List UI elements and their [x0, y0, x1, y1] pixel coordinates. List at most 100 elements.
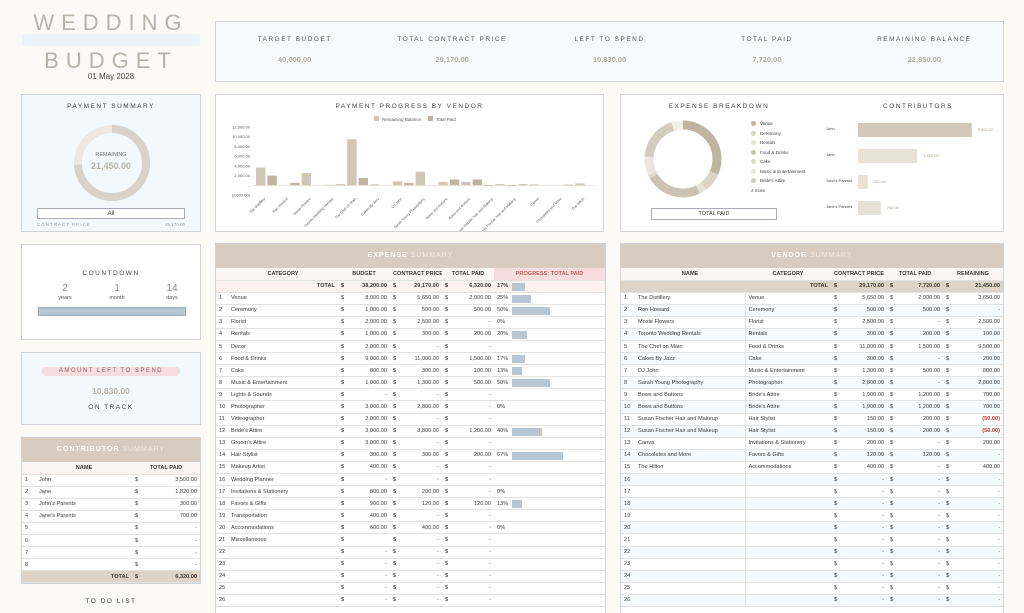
currency-symbol: $ — [943, 340, 954, 354]
vendor-name: The Chef on Main — [635, 340, 746, 354]
currency-symbol: $ — [887, 340, 898, 354]
contract-value: - — [400, 570, 443, 583]
progress-cell — [510, 437, 605, 450]
contributor-name — [36, 546, 132, 560]
legend-item: Cake — [751, 157, 821, 167]
vendor-category — [745, 570, 831, 583]
currency-symbol: $ — [831, 316, 841, 329]
percent-value — [494, 413, 511, 426]
total-value: 7,720.00 — [897, 280, 944, 293]
donut-slice — [644, 120, 722, 198]
progress-bar — [512, 306, 551, 315]
percent-value — [494, 461, 511, 475]
vendor-bar — [438, 181, 448, 186]
row-number: 1 — [216, 292, 228, 305]
currency-symbol: $ — [390, 376, 400, 390]
currency-symbol: $ — [831, 413, 841, 426]
y-tick-label: - — [249, 183, 251, 188]
table-row: 3 Moxie Flowers Florist $2,500.00 $ - $2,500.0… — [621, 316, 1003, 329]
contract-value: - — [841, 582, 888, 595]
countdown-days-label: days — [166, 295, 178, 301]
vendor-category — [745, 558, 831, 571]
legend-label: Remaining Balance — [382, 117, 422, 122]
breakdown-filter-select[interactable]: TOTAL PAID — [651, 208, 777, 220]
category-name: Decor — [228, 340, 338, 354]
budget-value: 8,000.00 — [348, 292, 390, 305]
vendor-name — [635, 497, 746, 511]
currency-symbol: $ — [943, 425, 954, 438]
currency-symbol: $ — [943, 413, 954, 426]
progress-cell — [510, 425, 605, 438]
table-row: 23 $ - $ - $ - — [621, 558, 1003, 571]
table-row: 2 Ceremony $1,000.00 $500.00 $500.00 50% — [216, 304, 605, 317]
vendor-bar — [358, 178, 368, 186]
total-value: 29,170.00 — [841, 280, 888, 293]
progress-cell — [510, 400, 605, 414]
currency-symbol: $ — [943, 437, 954, 450]
currency-symbol: $ — [338, 546, 348, 559]
category-name: Ceremony — [228, 304, 338, 317]
currency-symbol: $ — [338, 400, 348, 414]
currency-symbol: $ — [831, 497, 841, 511]
title-budget: BUDGET — [44, 48, 178, 73]
kpi-item: REMAINING BALANCE 22,850.00 — [846, 36, 1003, 81]
legend-dot — [751, 168, 756, 174]
payment-filter-select[interactable]: All — [37, 208, 185, 219]
x-tick-label: Moxie Flowers — [292, 197, 311, 216]
y-tick-label: 10,000.00 — [232, 134, 251, 139]
table-row: 1 John $3,500.00 — [22, 474, 200, 487]
row-number: 9 — [216, 388, 228, 402]
contract-value: - — [400, 582, 443, 595]
row-number: 5 — [621, 340, 635, 354]
contributors-title: CONTRIBUTORS — [883, 103, 953, 110]
percent-value — [494, 437, 511, 450]
currency-symbol: $ — [442, 473, 453, 487]
currency-symbol: $ — [831, 461, 841, 475]
vendor-bar — [461, 181, 471, 186]
currency-symbol: $ — [831, 437, 841, 450]
x-tick-label: DJ John — [391, 197, 403, 209]
vendor-category: Ceremony — [745, 304, 831, 317]
table-row: 2 Jane $1,820.00 — [22, 486, 200, 499]
vendor-name — [635, 546, 746, 559]
row-number: 24 — [621, 570, 635, 583]
currency-symbol: $ — [390, 400, 400, 414]
currency-symbol: $ — [338, 364, 348, 378]
vendor-category: Food & Drinks — [745, 340, 831, 354]
currency-symbol: $ — [390, 304, 400, 317]
currency-symbol: $ — [132, 498, 144, 511]
vendor-category: Hair Stylist — [745, 425, 831, 438]
table-row: 24 $ - $ - $ - — [621, 570, 1003, 583]
currency-symbol: $ — [338, 292, 348, 305]
currency-symbol: $ — [442, 546, 453, 559]
currency-symbol: $ — [887, 292, 898, 305]
col-paid: TOTAL PAID — [887, 268, 944, 281]
row-number: 18 — [216, 497, 228, 511]
contract-value: 29,170.00 — [400, 280, 443, 293]
col-category: CATEGORY — [745, 268, 831, 281]
kpi-label: TOTAL PAID — [741, 36, 793, 43]
table-row: 3 Florist $2,000.00 $2,500.00 $ -0% — [216, 316, 605, 329]
donut-center-value: 21,450.00 — [90, 161, 132, 171]
budget-value: - — [348, 473, 390, 487]
contributor-bar-label: John — [826, 126, 835, 131]
vendor-category: Photographer — [745, 376, 831, 390]
contributor-name: John — [36, 474, 132, 487]
currency-symbol: $ — [390, 533, 400, 547]
budget-value: 1,000.00 — [348, 304, 390, 317]
currency-symbol: $ — [442, 509, 453, 523]
contributor-bar-value: 1,820.00 — [923, 153, 939, 158]
left-to-spend-value: 10,830.00 — [92, 386, 130, 396]
progress-cell — [510, 292, 605, 305]
contract-value: - — [400, 594, 443, 608]
currency-symbol: $ — [887, 316, 898, 329]
remaining-value: 3,650.00 — [953, 292, 1003, 305]
currency-symbol: $ — [831, 425, 841, 438]
vendor-category — [745, 546, 831, 559]
table-row: 8 Music & Entertainment $1,000.00 $1,300.00… — [216, 376, 605, 390]
currency-symbol: $ — [132, 534, 144, 548]
paid-value: - — [897, 521, 944, 535]
contrib-col-name: NAME — [36, 462, 132, 475]
currency-symbol: $ — [831, 400, 841, 414]
legend-dot — [751, 130, 756, 136]
